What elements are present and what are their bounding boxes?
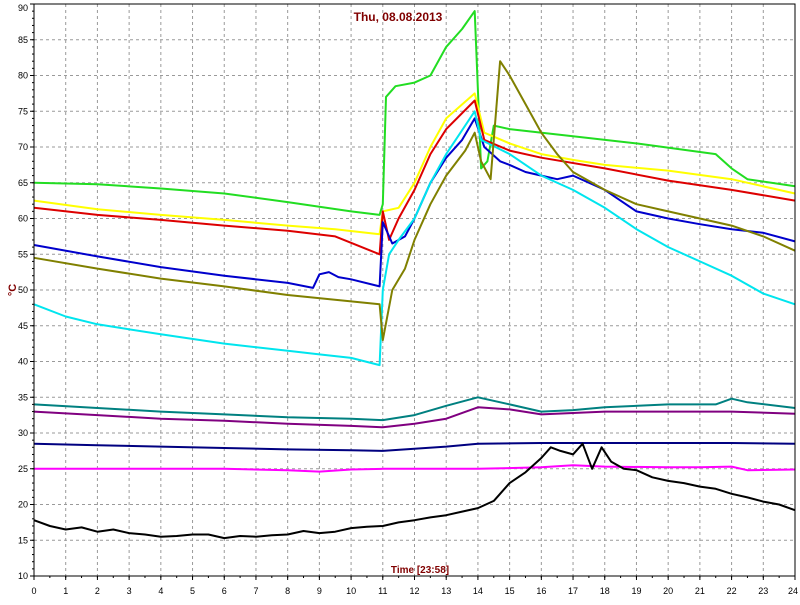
x-tick-label: 14	[473, 586, 483, 596]
y-tick-label: 20	[18, 500, 28, 510]
y-tick-label: 55	[18, 249, 28, 259]
x-tick-label: 17	[568, 586, 578, 596]
y-tick-label: 60	[18, 214, 28, 224]
y-tick-label: 70	[18, 142, 28, 152]
y-tick-label: 35	[18, 392, 28, 402]
x-tick-label: 1	[63, 586, 68, 596]
x-tick-label: 15	[505, 586, 515, 596]
chart-title: Thu, 08.08.2013	[354, 10, 443, 24]
y-tick-label: 25	[18, 464, 28, 474]
x-tick-label: 2	[95, 586, 100, 596]
y-tick-label: 85	[18, 35, 28, 45]
x-tick-label: 16	[536, 586, 546, 596]
y-tick-label: 75	[18, 106, 28, 116]
x-tick-label: 7	[253, 586, 258, 596]
x-tick-label: 21	[695, 586, 705, 596]
series-group	[33, 10, 796, 540]
series-line-2	[33, 92, 796, 236]
x-tick-label: 10	[346, 586, 356, 596]
x-tick-label: 19	[631, 586, 641, 596]
x-tick-label: 11	[378, 586, 387, 596]
x-tick-label: 3	[127, 586, 132, 596]
x-tick-label: 12	[409, 586, 419, 596]
x-tick-label: 9	[317, 586, 322, 596]
grid	[34, 4, 795, 576]
x-tick-label: 20	[663, 586, 673, 596]
series-line-3	[33, 99, 796, 256]
x-tick-label: 23	[758, 586, 768, 596]
x-tick-label: 5	[190, 586, 195, 596]
x-tick-label: 0	[31, 586, 36, 596]
y-tick-label: 50	[18, 285, 28, 295]
y-tick-label: 40	[18, 357, 28, 367]
x-tick-label: 4	[158, 586, 163, 596]
series-line-11	[33, 442, 796, 540]
y-tick-label: 30	[18, 428, 28, 438]
x-tick-label: 13	[441, 586, 451, 596]
series-line-10	[34, 464, 796, 473]
y-tick-label: 10	[18, 571, 28, 581]
series-line-4	[33, 117, 796, 289]
y-tick-label: 45	[18, 321, 28, 331]
series-line-9	[33, 442, 796, 452]
series-line-8	[33, 406, 796, 429]
x-axis-title: Time [23:58]	[391, 565, 449, 576]
plot-frame	[33, 3, 796, 577]
series-line-5	[33, 110, 796, 367]
y-tick-label: 65	[18, 178, 28, 188]
x-tick-label: 8	[285, 586, 290, 596]
y-tick-label: 80	[18, 71, 28, 81]
series-line-1	[33, 10, 796, 216]
y-axis-title: °C	[7, 284, 19, 296]
y-tick-label: 90	[18, 3, 28, 13]
axes: 0 1 2 3 4 5 6 7 8 9 10 11 12 13 14 15 16 17 18 19 20 21 22 23 24…	[18, 3, 798, 596]
y-tick-label: 15	[18, 535, 28, 545]
x-tick-label: 6	[222, 586, 227, 596]
x-tick-label: 18	[600, 586, 610, 596]
series-line-7	[33, 396, 796, 422]
x-tick-label: 22	[727, 586, 737, 596]
x-tick-label: 24	[788, 586, 798, 596]
series-line-6	[33, 60, 796, 342]
